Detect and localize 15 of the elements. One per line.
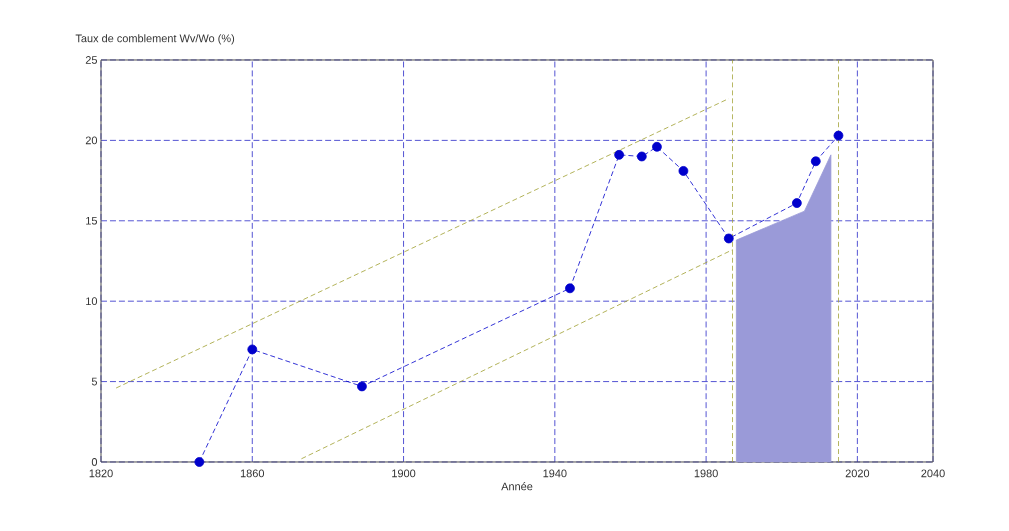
- x-tick-label: 1820: [89, 469, 113, 478]
- x-tick-label: 1940: [543, 469, 567, 478]
- x-tick-label: 2040: [921, 469, 945, 478]
- y-tick-label: 15: [86, 216, 98, 225]
- x-tick-label: 1860: [240, 469, 265, 478]
- x-tick-label: 1980: [694, 469, 718, 478]
- y-tick-label: 5: [91, 377, 98, 386]
- y-tick-label: 20: [85, 136, 98, 145]
- y-tick-label: 0: [91, 458, 98, 466]
- y-axis-title: Taux de comblement Wv/Wo (%): [75, 34, 235, 45]
- y-tick-label: 10: [86, 297, 98, 306]
- x-tick-label: 2020: [845, 469, 870, 478]
- y-tick-label: 25: [85, 56, 98, 64]
- x-axis-title: Année: [501, 482, 533, 491]
- x-tick-label: 1900: [392, 469, 416, 478]
